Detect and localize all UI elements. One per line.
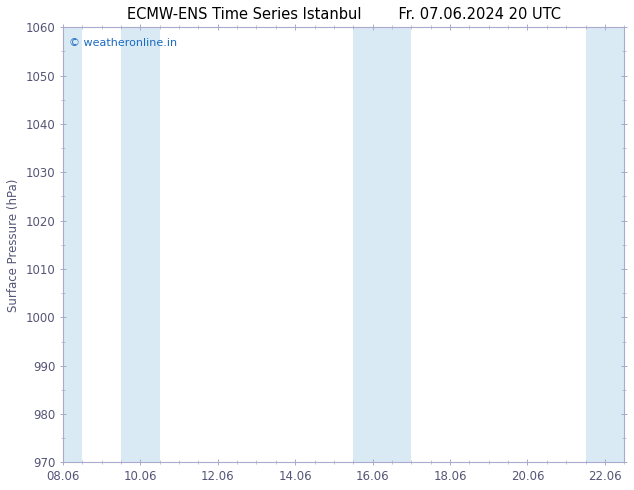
Bar [63,27,82,463]
Bar [353,27,411,463]
Bar [121,27,160,463]
Title: ECMW-ENS Time Series Istanbul        Fr. 07.06.2024 20 UTC: ECMW-ENS Time Series Istanbul Fr. 07.06.… [127,7,560,22]
Text: © weatheronline.in: © weatheronline.in [68,38,177,48]
Bar [586,27,624,463]
Y-axis label: Surface Pressure (hPa): Surface Pressure (hPa) [7,178,20,312]
